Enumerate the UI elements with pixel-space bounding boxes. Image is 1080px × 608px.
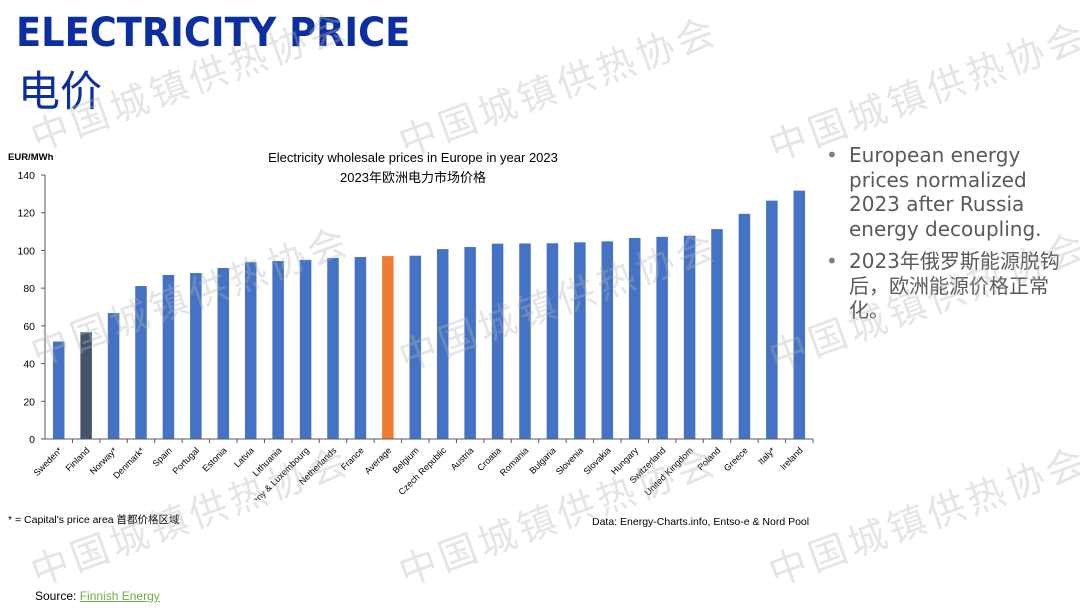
bar-hungary xyxy=(628,237,641,439)
x-category-label: Sweden* xyxy=(32,445,65,478)
bullet-list: • European energy prices normalized 2023… xyxy=(826,143,1066,331)
bar-portugal xyxy=(190,273,202,439)
x-category-label: Spain xyxy=(150,445,173,468)
y-axis: 0 20 40 60 80 100 120 140 xyxy=(17,170,46,446)
bar-chart: Electricity wholesale prices in Europe i… xyxy=(8,150,814,500)
data-source-note: Data: Energy-Charts.info, Entso-e & Nord… xyxy=(592,516,810,528)
bullet-item: • European energy prices normalized 2023… xyxy=(826,143,1066,241)
source-line: Source: Finnish Energy xyxy=(35,589,160,603)
x-category-label: Slovakia xyxy=(582,445,613,476)
chart-title: Electricity wholesale prices in Europe i… xyxy=(268,150,558,165)
bar-spain xyxy=(162,274,175,439)
bar-finland xyxy=(80,332,92,439)
y-tick-label: 20 xyxy=(23,396,35,408)
bullet-dot-icon: • xyxy=(826,249,838,273)
bar-bulgaria xyxy=(546,243,559,439)
bar-denmark xyxy=(135,286,147,439)
finnish-energy-link[interactable]: Finnish Energy xyxy=(79,589,160,603)
capital-price-area-footnote: * = Capital's price area 首都价格区域 xyxy=(8,514,180,526)
bar-poland xyxy=(711,229,723,439)
bar-czech-republic xyxy=(436,249,449,439)
x-category-label: Romania xyxy=(498,445,531,478)
bar-slovakia xyxy=(601,241,614,439)
bar-germany-luxembourg xyxy=(299,259,312,439)
y-axis-unit-label: EUR/MWh xyxy=(8,152,54,163)
x-category-label: France xyxy=(339,445,366,472)
y-tick-label: 60 xyxy=(23,321,35,333)
bar-estonia xyxy=(217,267,230,439)
y-tick-label: 40 xyxy=(23,359,35,371)
x-category-label: United Kingdom xyxy=(643,445,695,497)
y-tick-label: 100 xyxy=(17,245,35,257)
bar-latvia xyxy=(244,262,257,439)
x-category-label: Poland xyxy=(696,445,723,472)
bar-average xyxy=(382,256,394,439)
x-category-label: Ireland xyxy=(778,445,805,472)
bar-lithuania xyxy=(272,260,284,439)
slide-title: ELECTRICITY PRICE xyxy=(16,10,411,56)
bar-united-kingdom xyxy=(683,235,696,439)
x-category-label: Estonia xyxy=(200,445,228,473)
x-category-label: Slovenia xyxy=(554,445,585,476)
y-tick-label: 80 xyxy=(23,283,35,295)
bars-group xyxy=(52,190,806,439)
bar-switzerland xyxy=(656,236,668,439)
x-category-label: Czech Republic xyxy=(396,445,448,497)
bar-croatia xyxy=(491,243,504,439)
source-label: Source: xyxy=(35,589,80,603)
y-tick-label: 120 xyxy=(17,208,35,220)
bar-france xyxy=(354,257,367,439)
bar-ireland xyxy=(793,190,806,439)
bullet-text: European energy prices normalized 2023 a… xyxy=(849,143,1042,241)
x-category-label: Portugal xyxy=(170,445,201,476)
x-category-label: Greece xyxy=(722,445,750,473)
y-tick-label: 0 xyxy=(29,434,35,446)
bar-sweden xyxy=(52,341,65,439)
x-category-label: Bulgaria xyxy=(527,445,557,475)
bar-romania xyxy=(519,243,531,439)
chart-subtitle: 2023年欧洲电力市场价格 xyxy=(340,170,486,185)
bullet-item: • 2023年俄罗斯能源脱钩后，欧洲能源价格正常化。 xyxy=(826,249,1066,323)
bullet-text: 2023年俄罗斯能源脱钩后，欧洲能源价格正常化。 xyxy=(849,249,1060,322)
x-category-label: Austria xyxy=(449,445,476,472)
x-category-label: Italy* xyxy=(756,445,778,467)
y-tick-label: 140 xyxy=(17,170,35,182)
bar-austria xyxy=(464,247,476,439)
bar-greece xyxy=(738,213,751,439)
slide-title-chinese: 电价 xyxy=(18,67,103,116)
x-category-label: Average xyxy=(363,445,394,476)
bar-norway xyxy=(107,313,120,439)
bullet-dot-icon: • xyxy=(826,143,838,167)
x-category-label: Latvia xyxy=(232,445,256,469)
bar-italy xyxy=(766,200,778,439)
bar-belgium xyxy=(409,255,422,439)
bar-netherlands xyxy=(327,257,339,439)
bar-slovenia xyxy=(574,242,586,439)
